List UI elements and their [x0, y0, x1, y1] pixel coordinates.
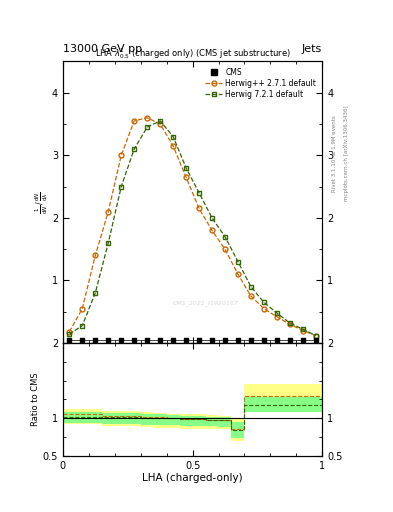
Herwig++ 2.7.1 default: [145, 115, 150, 121]
Title: LHA $\lambda^{1}_{0.5}$ (charged only) (CMS jet substructure): LHA $\lambda^{1}_{0.5}$ (charged only) (…: [95, 47, 290, 61]
Herwig++ 2.7.1 default: [197, 205, 202, 211]
Text: mcplots.cern.ch [arXiv:1306.3436]: mcplots.cern.ch [arXiv:1306.3436]: [344, 106, 349, 201]
Point: [274, 336, 280, 344]
Herwig++ 2.7.1 default: [301, 328, 305, 334]
Point: [287, 336, 293, 344]
Text: 13000 GeV pp: 13000 GeV pp: [63, 44, 142, 54]
Herwig 7.2.1 default: [145, 124, 150, 130]
Point: [66, 336, 73, 344]
Herwig 7.2.1 default: [158, 118, 163, 124]
Point: [92, 336, 99, 344]
Legend: CMS, Herwig++ 2.7.1 default, Herwig 7.2.1 default: CMS, Herwig++ 2.7.1 default, Herwig 7.2.…: [203, 65, 318, 101]
Herwig 7.2.1 default: [288, 320, 292, 326]
Text: Rivet 3.1.10, ≥ 1.9M events: Rivet 3.1.10, ≥ 1.9M events: [332, 115, 337, 192]
Herwig++ 2.7.1 default: [171, 143, 176, 149]
Herwig 7.2.1 default: [93, 290, 98, 296]
Point: [105, 336, 112, 344]
Herwig++ 2.7.1 default: [314, 332, 318, 338]
Herwig 7.2.1 default: [67, 331, 72, 337]
Herwig++ 2.7.1 default: [236, 271, 241, 278]
Herwig 7.2.1 default: [314, 332, 318, 338]
Herwig++ 2.7.1 default: [222, 246, 227, 252]
Herwig 7.2.1 default: [132, 146, 137, 152]
Line: Herwig++ 2.7.1 default: Herwig++ 2.7.1 default: [67, 115, 318, 338]
Text: Jets: Jets: [302, 44, 322, 54]
Herwig 7.2.1 default: [119, 183, 123, 189]
Herwig++ 2.7.1 default: [210, 227, 215, 233]
Herwig++ 2.7.1 default: [158, 121, 163, 127]
Point: [183, 336, 189, 344]
Herwig++ 2.7.1 default: [262, 306, 266, 312]
Herwig++ 2.7.1 default: [80, 306, 85, 312]
Y-axis label: Ratio to CMS: Ratio to CMS: [31, 373, 40, 426]
X-axis label: LHA (charged-only): LHA (charged-only): [142, 473, 243, 483]
Y-axis label: $\frac{1}{\mathrm{d}N}\,/\,\frac{\mathrm{d}N}{\mathrm{d}\lambda}$: $\frac{1}{\mathrm{d}N}\,/\,\frac{\mathrm…: [34, 191, 50, 214]
Herwig++ 2.7.1 default: [119, 152, 123, 158]
Point: [235, 336, 241, 344]
Herwig++ 2.7.1 default: [274, 314, 279, 320]
Herwig 7.2.1 default: [236, 259, 241, 265]
Point: [222, 336, 228, 344]
Herwig 7.2.1 default: [222, 233, 227, 240]
Line: Herwig 7.2.1 default: Herwig 7.2.1 default: [67, 118, 318, 338]
Herwig++ 2.7.1 default: [184, 174, 189, 180]
Point: [196, 336, 202, 344]
Herwig++ 2.7.1 default: [93, 252, 98, 259]
Point: [261, 336, 267, 344]
Point: [300, 336, 306, 344]
Herwig++ 2.7.1 default: [67, 329, 72, 335]
Herwig 7.2.1 default: [197, 190, 202, 196]
Herwig 7.2.1 default: [249, 284, 253, 290]
Point: [118, 336, 124, 344]
Point: [170, 336, 176, 344]
Point: [209, 336, 215, 344]
Herwig 7.2.1 default: [301, 326, 305, 332]
Herwig 7.2.1 default: [274, 310, 279, 316]
Herwig 7.2.1 default: [210, 215, 215, 221]
Herwig++ 2.7.1 default: [106, 208, 111, 215]
Herwig++ 2.7.1 default: [249, 293, 253, 299]
Herwig++ 2.7.1 default: [132, 118, 137, 124]
Herwig 7.2.1 default: [106, 240, 111, 246]
Herwig 7.2.1 default: [171, 134, 176, 140]
Point: [131, 336, 138, 344]
Point: [313, 336, 319, 344]
Herwig 7.2.1 default: [184, 165, 189, 171]
Point: [157, 336, 163, 344]
Point: [248, 336, 254, 344]
Herwig 7.2.1 default: [80, 323, 85, 329]
Herwig++ 2.7.1 default: [288, 321, 292, 327]
Point: [79, 336, 86, 344]
Point: [144, 336, 151, 344]
Text: CMS_2021_I1920187: CMS_2021_I1920187: [173, 301, 239, 307]
Herwig 7.2.1 default: [262, 300, 266, 306]
